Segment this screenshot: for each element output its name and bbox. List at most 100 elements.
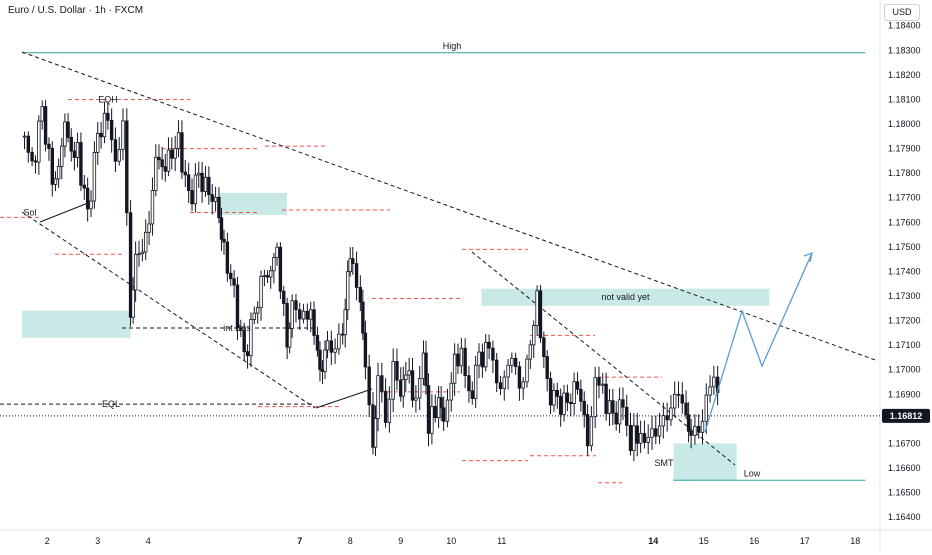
candle-body bbox=[60, 145, 64, 167]
candle-body bbox=[37, 120, 41, 163]
candle-body bbox=[684, 402, 688, 416]
candle-body bbox=[439, 397, 443, 409]
candle-body bbox=[582, 400, 586, 416]
candle-body bbox=[106, 112, 110, 121]
candle-body bbox=[569, 401, 573, 405]
candle-body bbox=[558, 396, 563, 415]
candle-body bbox=[294, 300, 298, 311]
supply-demand-zone-3 bbox=[673, 443, 737, 481]
candle-body bbox=[308, 309, 313, 320]
candle-body bbox=[470, 390, 474, 399]
y-tick-label-9: 1.17500 bbox=[888, 242, 921, 252]
annotation-smt: SMT bbox=[655, 458, 675, 468]
candle-body bbox=[528, 344, 533, 360]
candle-body bbox=[525, 358, 529, 383]
candle-body bbox=[53, 178, 58, 185]
candle-body bbox=[686, 414, 691, 432]
candle-body bbox=[351, 258, 355, 264]
candle-body bbox=[521, 381, 525, 389]
candle-body bbox=[589, 416, 594, 447]
y-tick-label-12: 1.17200 bbox=[888, 316, 921, 326]
candle-body bbox=[407, 370, 411, 376]
candle-body bbox=[467, 375, 471, 392]
candle-body bbox=[611, 400, 615, 414]
candle-body bbox=[607, 400, 612, 414]
projection-path bbox=[704, 252, 813, 433]
y-tick-label-8: 1.17600 bbox=[888, 217, 921, 227]
candle-body bbox=[117, 149, 121, 162]
candle-body bbox=[463, 347, 467, 376]
candle-body bbox=[693, 425, 697, 436]
candle-body bbox=[410, 370, 415, 401]
y-tick-label-15: 1.16900 bbox=[888, 389, 921, 399]
candle-body bbox=[128, 212, 133, 318]
candle-body bbox=[137, 253, 141, 256]
candle-body bbox=[333, 348, 337, 353]
candle-body bbox=[477, 351, 481, 366]
x-tick-label-1: 3 bbox=[95, 536, 100, 546]
candle-body bbox=[638, 433, 643, 444]
candle-body bbox=[242, 329, 246, 353]
y-tick-label-10: 1.17400 bbox=[888, 266, 921, 276]
candle-body bbox=[305, 310, 310, 320]
candle-body bbox=[197, 172, 201, 176]
supply-demand-zone-2 bbox=[481, 288, 770, 306]
candle-body bbox=[380, 375, 384, 392]
candle-body bbox=[575, 381, 580, 390]
candle-body bbox=[376, 375, 380, 419]
candle-body bbox=[245, 351, 250, 357]
y-tick-label-14: 1.17000 bbox=[888, 365, 921, 375]
candle-body bbox=[278, 246, 283, 292]
supply-demand-zone-1 bbox=[218, 192, 288, 215]
candle-body bbox=[480, 351, 485, 368]
candle-body bbox=[597, 377, 601, 386]
candle-body bbox=[642, 433, 647, 443]
candle-body bbox=[163, 166, 167, 172]
candle-body bbox=[186, 174, 191, 191]
candle-body bbox=[72, 150, 77, 158]
candle-body bbox=[315, 335, 320, 351]
candle-body bbox=[69, 136, 73, 152]
candle-body bbox=[424, 352, 428, 386]
y-tick-label-4: 1.18000 bbox=[888, 119, 921, 129]
candle-body bbox=[290, 300, 294, 329]
candle-body bbox=[452, 353, 457, 384]
candle-body bbox=[689, 430, 693, 436]
candle-body bbox=[572, 381, 576, 405]
candle-body bbox=[79, 142, 83, 186]
candle-body bbox=[121, 120, 125, 150]
level-label-high: High bbox=[443, 41, 462, 51]
candle-body bbox=[555, 390, 559, 397]
y-tick-label-11: 1.17300 bbox=[888, 291, 921, 301]
candle-body bbox=[542, 337, 546, 357]
candle-body bbox=[150, 190, 155, 225]
candle-body bbox=[395, 361, 399, 381]
candle-body bbox=[325, 340, 330, 351]
candle-body bbox=[426, 385, 431, 434]
candle-body bbox=[207, 176, 211, 196]
currency-badge[interactable]: USD bbox=[884, 4, 920, 21]
candle-body bbox=[229, 272, 233, 280]
candle-body bbox=[285, 303, 289, 348]
annotation-eql: EQL bbox=[102, 399, 120, 409]
candle-body bbox=[604, 383, 608, 414]
candle-body bbox=[617, 399, 622, 425]
candle-body bbox=[361, 301, 365, 334]
y-tick-label-6: 1.17800 bbox=[888, 168, 921, 178]
candle-body bbox=[632, 425, 636, 451]
y-tick-label-3: 1.18100 bbox=[888, 94, 921, 104]
candle-body bbox=[272, 257, 276, 272]
candle-body bbox=[249, 319, 253, 357]
x-tick-label-9: 15 bbox=[699, 536, 709, 546]
candle-body bbox=[487, 341, 491, 349]
candle-body bbox=[133, 253, 138, 291]
candle-body bbox=[665, 415, 669, 421]
candle-body bbox=[222, 238, 226, 243]
y-tick-label-18: 1.16600 bbox=[888, 463, 921, 473]
candle-body bbox=[225, 241, 230, 274]
y-tick-label-19: 1.16500 bbox=[888, 488, 921, 498]
candle-body bbox=[210, 194, 214, 202]
candle-body bbox=[239, 327, 243, 331]
